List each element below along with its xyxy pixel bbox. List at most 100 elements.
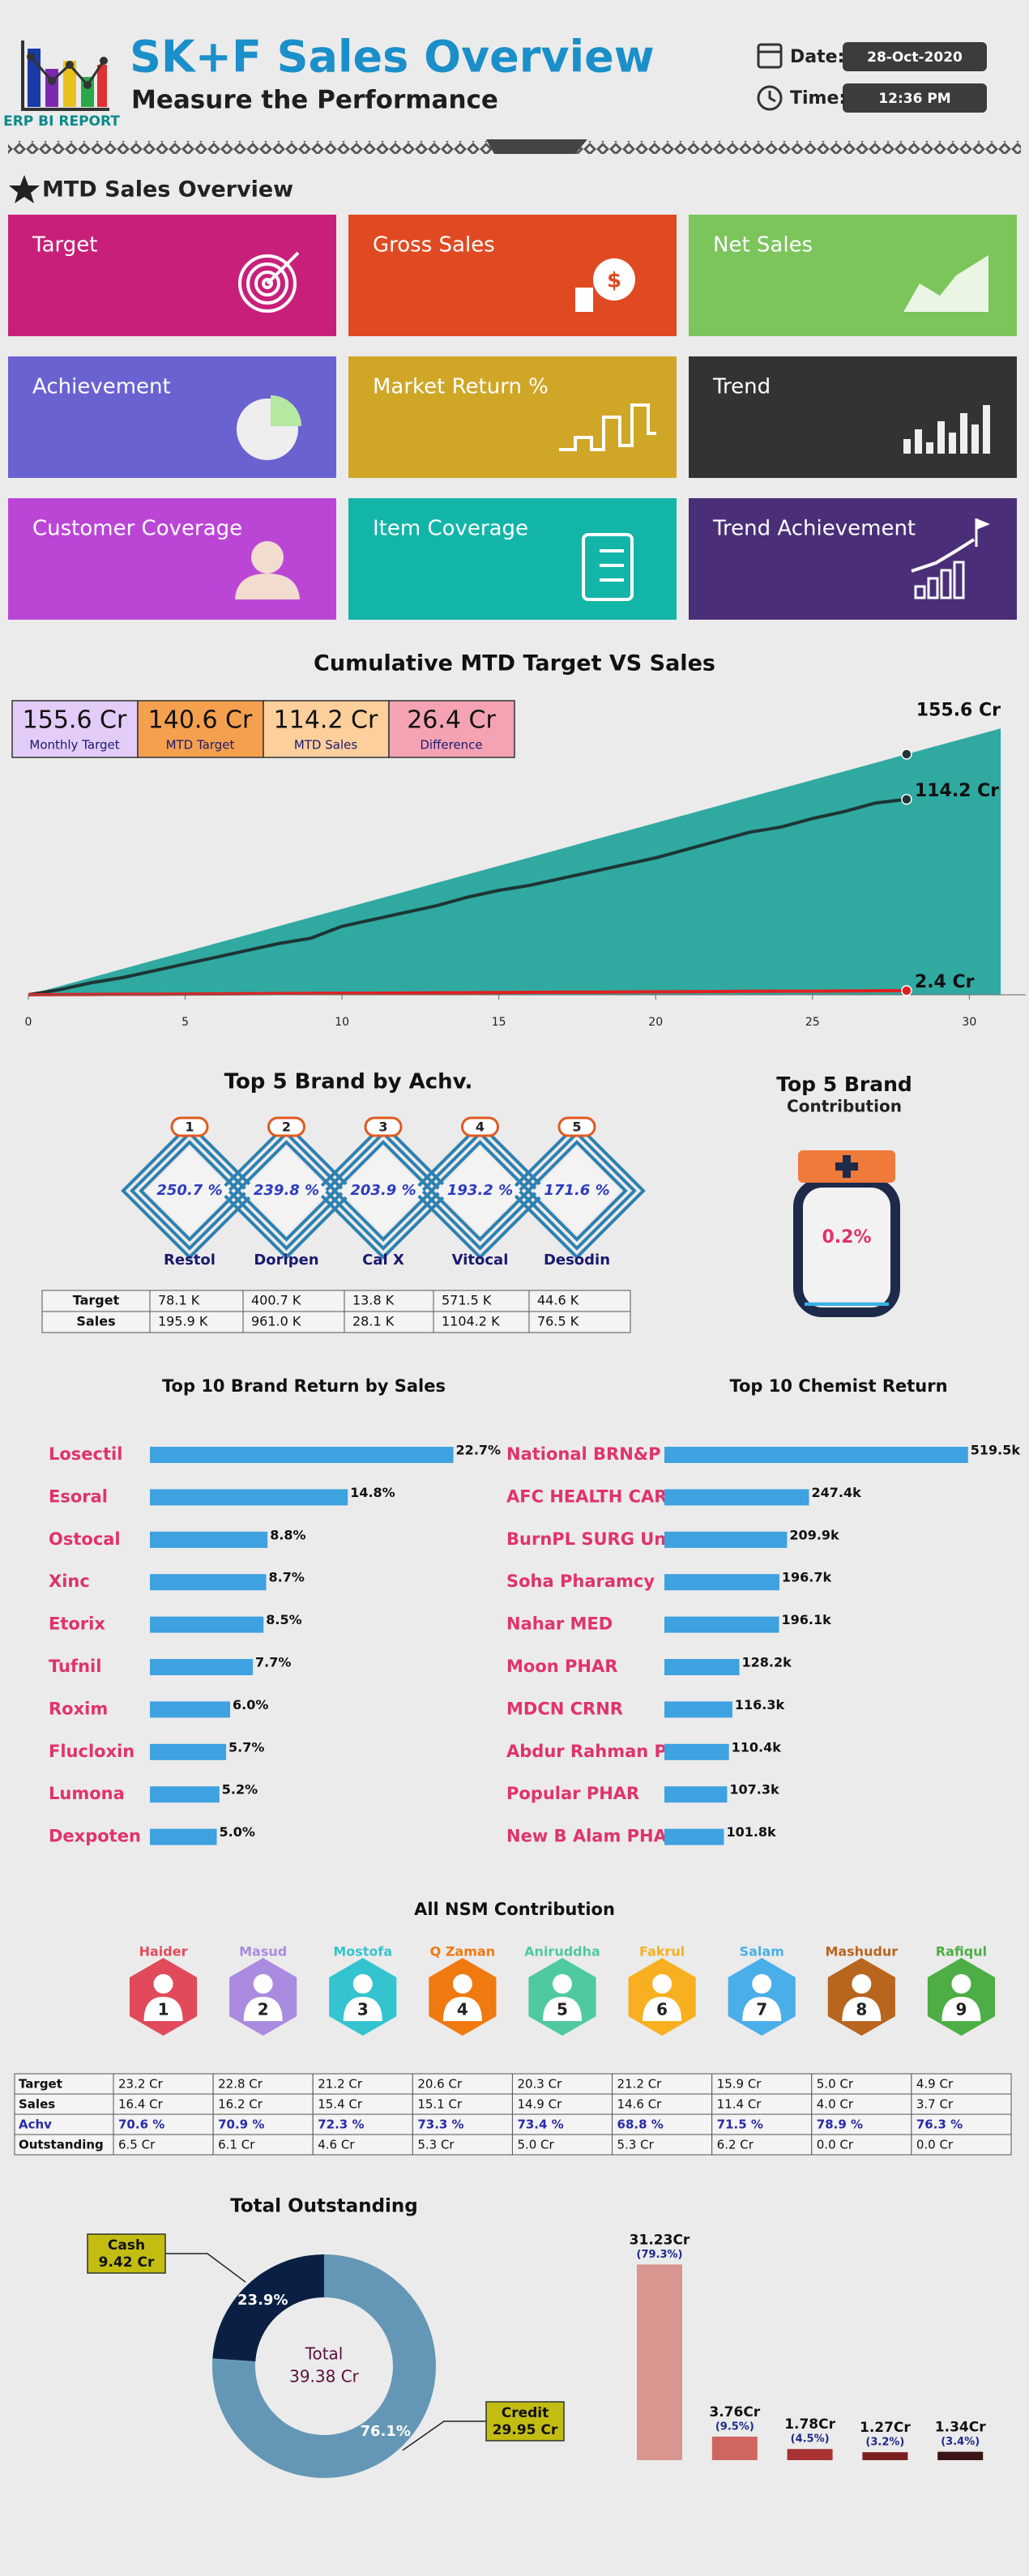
table-cell — [511, 2073, 613, 2095]
date-label: Date: — [790, 47, 844, 67]
rank: 9 — [955, 2000, 967, 2019]
value-label: 203.9 % — [350, 1182, 416, 1199]
value-label: 101.8k — [726, 1824, 776, 1840]
avatar-body — [442, 1997, 482, 2021]
table-text: 16.2 Cr — [218, 2097, 263, 2112]
table-text: 15.4 Cr — [318, 2097, 363, 2112]
value-label: 8.8% — [270, 1527, 305, 1542]
icon-part — [983, 405, 990, 454]
callout-amount: 9.42 Cr — [99, 2254, 155, 2271]
x-tick-label: 25 — [805, 1016, 820, 1029]
table-cell — [433, 1311, 530, 1333]
bar — [664, 1659, 740, 1675]
bar — [862, 2452, 908, 2460]
bar — [150, 1616, 264, 1633]
table-cell — [511, 2093, 613, 2115]
table-text: 15.1 Cr — [417, 2097, 463, 2112]
value-label: 5.7% — [228, 1739, 264, 1755]
category-label: Lumona — [49, 1784, 125, 1803]
icon-part — [911, 538, 976, 573]
icon-part — [238, 254, 297, 313]
title: SK+F Sales Overview — [130, 32, 655, 83]
end-label: 155.6 Cr — [916, 700, 1001, 720]
diamond-frame — [526, 1140, 628, 1242]
category-label: Moon PHAR — [506, 1657, 617, 1676]
bar — [937, 2451, 984, 2460]
column-name: Fakrul — [639, 1944, 685, 1960]
kpi-box — [388, 700, 515, 758]
table-cell — [528, 1290, 631, 1312]
x-tick-label: 0 — [25, 1016, 32, 1029]
table-text: 28.1 K — [352, 1314, 395, 1329]
bar — [664, 1531, 788, 1548]
table-cell — [312, 2073, 413, 2095]
diamond — [343, 1150, 424, 1231]
diamond-frame — [332, 1140, 434, 1242]
center-label: Total — [305, 2344, 344, 2364]
tile-label: Net Sales — [713, 233, 813, 258]
rank: 3 — [378, 1120, 387, 1135]
table-cell — [312, 2113, 413, 2135]
leader-line — [402, 2420, 486, 2451]
column-name: Q Zaman — [430, 1944, 495, 1960]
diamond-frame — [130, 1131, 250, 1251]
kpi-box — [11, 700, 139, 758]
diamond — [536, 1150, 617, 1231]
tile-label: Achievement — [32, 375, 171, 399]
table-cell — [242, 1290, 345, 1312]
value-label: 519.5k — [971, 1443, 1021, 1458]
table-text: 78.1 K — [158, 1293, 200, 1308]
diamond-frame — [411, 1122, 549, 1260]
bar — [150, 1828, 217, 1845]
value-label: 116.3k — [735, 1697, 785, 1712]
category-label: Roxim — [49, 1699, 108, 1718]
table-cell — [612, 2113, 713, 2135]
value-label: 1.78Cr — [784, 2416, 835, 2433]
table-cell — [911, 2073, 1012, 2095]
table-text: 1104.2 K — [442, 1314, 500, 1329]
table-cell — [344, 1290, 434, 1312]
bar — [787, 2449, 833, 2460]
value-label: 209.9k — [789, 1527, 839, 1542]
rank-badge — [557, 1116, 596, 1137]
subtitle: Measure the Performance — [131, 86, 498, 115]
row-label: Target — [19, 2077, 62, 2092]
bar — [150, 1447, 454, 1463]
category-label: Abdur Rahman P — [506, 1742, 667, 1761]
x-tick-label: 20 — [648, 1016, 663, 1029]
table-text: 13.8 K — [352, 1293, 395, 1308]
tile-label: Target — [32, 233, 97, 258]
value-label: 171.6 % — [544, 1182, 609, 1199]
callout-category: Cash — [108, 2237, 145, 2254]
value-label: 3.76Cr — [709, 2404, 760, 2420]
bar — [150, 1659, 254, 1675]
avatar-head — [852, 1974, 872, 1994]
bar — [150, 1701, 230, 1718]
table-cell — [113, 2134, 214, 2156]
category-label: Etorix — [49, 1614, 105, 1634]
avatar-body — [543, 1997, 582, 2021]
rank-badge — [267, 1116, 305, 1137]
cap-plus — [835, 1162, 858, 1171]
category-label: Flucloxin — [49, 1742, 134, 1761]
table-text: 6.2 Cr — [717, 2138, 754, 2152]
table-cell — [711, 2093, 813, 2115]
value-label: 22.7% — [456, 1443, 502, 1458]
logo-text: ERP BI REPORT — [3, 113, 120, 130]
line — [28, 797, 907, 996]
column-name: Salam — [740, 1944, 784, 1960]
category-label: Xinc — [49, 1572, 90, 1591]
avatar-head — [452, 1974, 472, 1994]
tile-icon — [238, 251, 300, 313]
kpi-value: 26.4 Cr — [407, 706, 496, 735]
table-text: 16.4 Cr — [118, 2097, 164, 2112]
value-label: 8.7% — [269, 1570, 305, 1585]
avatar-body — [842, 1997, 882, 2021]
table-cell — [41, 1311, 151, 1333]
end-label: 2.4 Cr — [915, 972, 975, 992]
value-label: 0.2% — [822, 1227, 871, 1247]
chart-title: Top 10 Brand Return by Sales — [162, 1376, 446, 1396]
rank: 2 — [258, 2000, 269, 2019]
icon-part — [937, 421, 945, 454]
chart-subtitle: Contribution — [787, 1097, 902, 1116]
